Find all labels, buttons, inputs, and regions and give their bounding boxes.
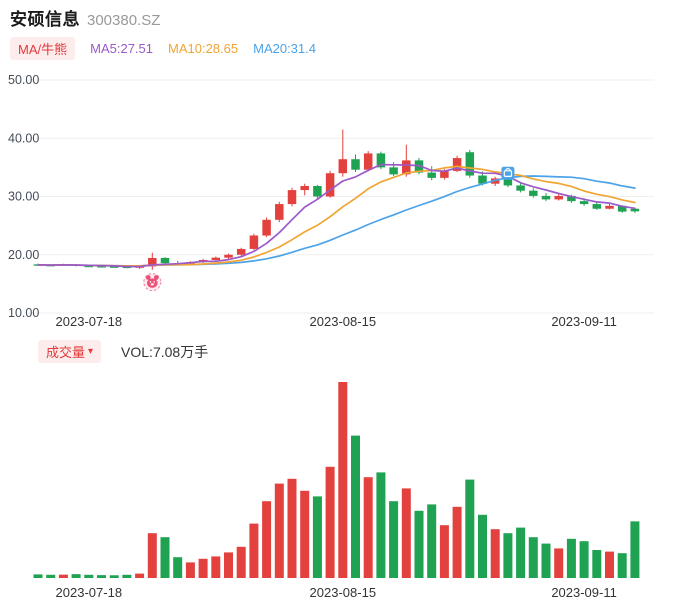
header: 安硕信息 300380.SZ — [0, 0, 686, 32]
candlesticks[interactable] — [33, 129, 640, 270]
x-axis-date-label: 2023-09-11 — [551, 314, 617, 329]
stock-name: 安硕信息 — [10, 10, 80, 29]
x-axis-date-label: 2023-09-11 — [551, 585, 617, 600]
y-axis-tick-label: 30.00 — [8, 190, 39, 204]
x-axis-date-label: 2023-07-18 — [56, 585, 123, 600]
x-axis-date-label: 2023-08-15 — [310, 314, 377, 329]
ma10-line — [37, 165, 636, 267]
volume-chart-svg[interactable]: 2023-07-18 2023-08-15 2023-09-11 — [0, 365, 686, 606]
ma20-value: MA20:31.4 — [253, 41, 316, 56]
x-axis-date-label: 2023-07-18 — [56, 314, 123, 329]
x-axis-date-label: 2023-08-15 — [310, 585, 377, 600]
ma-mode-selector[interactable]: MA/牛熊 — [10, 37, 76, 60]
ma10-value: MA10:28.65 — [168, 41, 239, 56]
y-axis-tick-label: 10.00 — [8, 306, 39, 320]
blue-signal-icon[interactable] — [501, 166, 515, 180]
y-axis-tick-label: 50.00 — [8, 73, 39, 87]
y-axis-tick-label: 20.00 — [8, 248, 39, 262]
ma5-line — [37, 163, 636, 268]
volume-indicator-selector[interactable]: 成交量 ▾ — [38, 340, 102, 363]
bear-signal-icon[interactable] — [143, 273, 162, 292]
volume-bars[interactable] — [33, 382, 640, 578]
volume-header: 成交量 ▾ VOL:7.08万手 — [38, 340, 686, 363]
volume-value: VOL:7.08万手 — [121, 343, 209, 360]
ma5-value: MA5:27.51 — [90, 41, 153, 56]
candlestick-chart-svg[interactable]: 50.00 40.00 30.00 20.00 10.00 2023-07-18 2023-… — [0, 63, 686, 335]
main-chart-area[interactable]: 50.00 40.00 30.00 20.00 10.00 2023-07-18 2023-… — [0, 63, 686, 335]
volume-selector-label: 成交量 — [46, 345, 86, 360]
volume-chart-area[interactable]: 2023-07-18 2023-08-15 2023-09-11 — [0, 365, 686, 606]
ma-legend: MA/牛熊 MA5:27.51 MA10:28.65 MA20:31.4 — [0, 32, 686, 63]
y-axis-tick-label: 40.00 — [8, 131, 39, 145]
stock-code: 300380.SZ — [87, 12, 161, 29]
chevron-down-icon: ▾ — [88, 345, 94, 357]
